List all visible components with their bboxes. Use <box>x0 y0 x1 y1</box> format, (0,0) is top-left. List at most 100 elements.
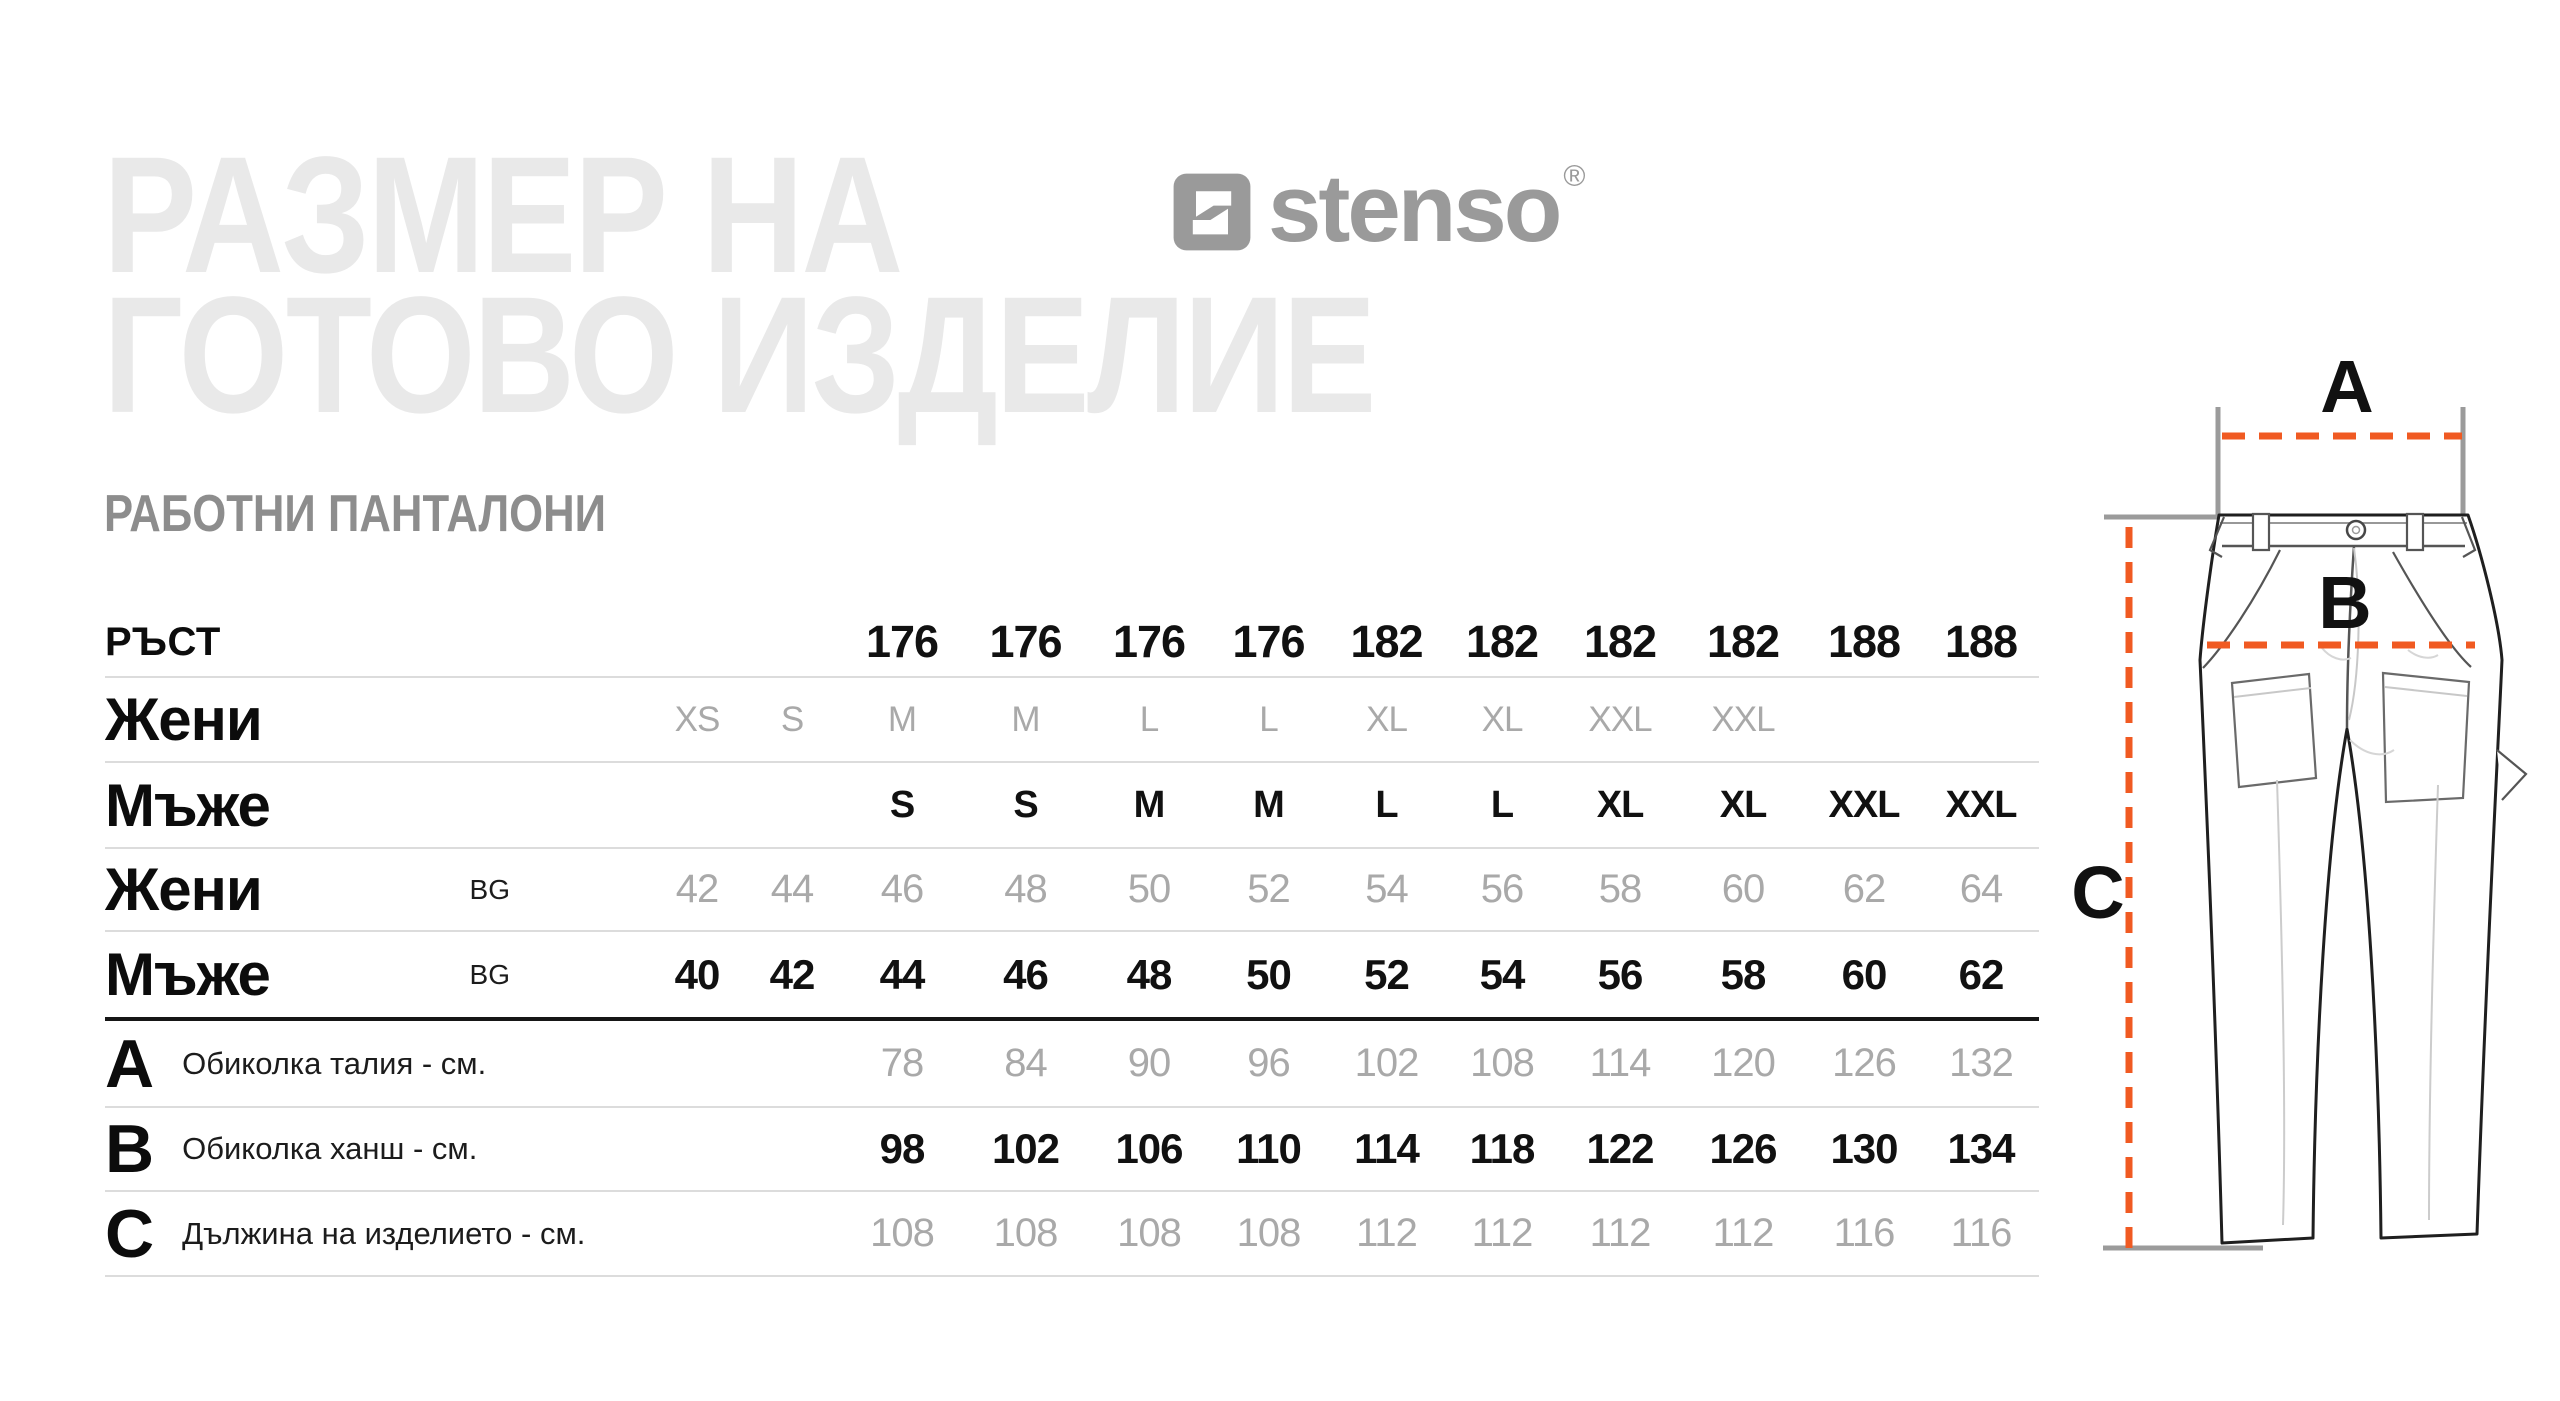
logo-s-bottom <box>1192 208 1228 235</box>
table-cell: S <box>889 783 915 826</box>
table-cell: 118 <box>1469 1125 1536 1172</box>
table-cell: 176 <box>1232 616 1305 667</box>
hammer-loop <box>2496 749 2528 801</box>
registered-trademark: ® <box>1563 160 1586 193</box>
table-cell: M <box>1011 699 1040 739</box>
table-row-men-sizes: Мъже S S M M L L XL XL XXL XXL <box>105 763 2039 849</box>
table-cell: M <box>1133 783 1166 826</box>
row-label: Мъже <box>105 941 271 1008</box>
table-cell: 108 <box>870 1211 935 1255</box>
table-cell: 110 <box>1236 1125 1302 1172</box>
table-cell: 46 <box>880 867 925 911</box>
table-cell: 102 <box>1354 1041 1420 1085</box>
table-cell: 126 <box>1709 1125 1777 1172</box>
table-cell: 48 <box>1004 867 1048 911</box>
row-sublabel-bg: BG <box>469 958 510 990</box>
diagram-label-a: A <box>2320 350 2373 428</box>
row-label-cell: Жени BG <box>105 849 652 930</box>
table-cell: 84 <box>1004 1041 1048 1085</box>
table-cell: 44 <box>879 950 926 998</box>
wrinkle-left-hip <box>2321 647 2352 661</box>
table-cell: 96 <box>1247 1041 1291 1085</box>
size-table: РЪСТ 176 176 176 176 182 182 182 182 188 188 Жени… <box>105 608 2039 1277</box>
table-cell: 112 <box>1356 1211 1418 1255</box>
row-label-cell: C Дължина на изделието - см. <box>105 1192 652 1275</box>
table-cell: 114 <box>1589 1041 1652 1085</box>
stenso-s-icon <box>1173 173 1251 251</box>
table-cell: 114 <box>1354 1125 1420 1172</box>
table-cell: 90 <box>1127 1041 1172 1085</box>
table-cell: 132 <box>1949 1041 2014 1085</box>
table-cell: 40 <box>674 950 721 998</box>
table-cell: 50 <box>1127 867 1172 911</box>
logo-square <box>1173 173 1251 251</box>
fly-stitch <box>2348 547 2360 721</box>
table-cell: L <box>1139 699 1159 739</box>
table-cell: 64 <box>1959 867 2004 911</box>
belt-loop-right <box>2405 512 2425 552</box>
table-cell: 52 <box>1247 867 1291 911</box>
table-cell: XXL <box>1945 783 2018 826</box>
watermark-line-2: ГОТОВО ИЗДЕЛИЕ <box>103 263 1376 448</box>
pants-measurement-diagram: A B C <box>2050 350 2560 1360</box>
pocket-slant-right <box>2392 551 2472 668</box>
page-title: РАБОТНИ ПАНТАЛОНИ <box>104 485 607 543</box>
table-cell: XL <box>1596 783 1645 826</box>
table-row-women-sizes: Жени XS S M M L L XL XL XXL XXL <box>105 678 2039 763</box>
wrinkle-right-hip <box>2407 649 2439 659</box>
table-row-length: C Дължина на изделието - см. 108 108 108 10… <box>105 1192 2039 1277</box>
table-cell: 182 <box>1350 616 1423 667</box>
table-cell: 108 <box>1236 1211 1302 1255</box>
brand-name: stenso <box>1268 155 1562 262</box>
table-cell: XL <box>1481 699 1524 739</box>
row-letter-a: A <box>105 1025 155 1102</box>
table-row-women-bg: Жени BG 42 44 46 48 50 52 54 56 58 60 62 64 <box>105 849 2039 932</box>
table-cell: 52 <box>1364 950 1410 998</box>
table-cell: L <box>1375 783 1398 826</box>
table-row-hip: B Обиколка ханш - см. 98 102 106 110 114 118 1… <box>105 1108 2039 1192</box>
wrinkle-crotch <box>2349 739 2395 756</box>
row-description: Обиколка ханш - см. <box>182 1131 478 1166</box>
row-label-cell: Мъже <box>105 763 652 847</box>
row-description: Обиколка талия - см. <box>182 1045 487 1081</box>
table-cell: 58 <box>1720 950 1767 998</box>
table-cell: 116 <box>1833 1211 1896 1255</box>
table-cell: 126 <box>1832 1041 1897 1085</box>
table-cell: S <box>1013 783 1038 826</box>
table-cell: 130 <box>1830 1125 1898 1172</box>
table-cell: 112 <box>1712 1211 1775 1255</box>
patch-pocket-right-stitch <box>2384 686 2468 697</box>
table-cell: 56 <box>1597 950 1644 998</box>
diagram-label-b: B <box>2318 561 2371 644</box>
pants-diagram-svg: A B C <box>2071 350 2528 1251</box>
table-cell: 62 <box>1958 950 2005 998</box>
table-cell: 182 <box>1706 616 1780 667</box>
table-cell: 56 <box>1480 867 1525 911</box>
table-cell: XXL <box>1828 783 1901 826</box>
table-cell: 108 <box>1470 1041 1535 1085</box>
table-cell: 108 <box>993 1211 1059 1255</box>
row-label-cell: РЪСТ <box>105 608 652 676</box>
table-cell: XS <box>674 699 721 739</box>
table-cell: 62 <box>1842 867 1887 911</box>
table-cell: XL <box>1719 783 1768 826</box>
table-cell: XL <box>1366 699 1408 739</box>
pocket-slant-left <box>2202 549 2281 669</box>
table-row-waist: A Обиколка талия - см. 78 84 90 96 102 108 114… <box>105 1021 2039 1108</box>
table-cell: 182 <box>1465 616 1539 667</box>
table-cell: S <box>780 699 804 739</box>
row-label-cell: Жени <box>105 678 652 761</box>
row-label-cell: Мъже BG <box>105 932 652 1017</box>
diagram-label-c: C <box>2071 851 2124 934</box>
table-cell: 108 <box>1117 1211 1182 1255</box>
table-cell: 176 <box>989 616 1062 667</box>
row-description: Дължина на изделието - см. <box>182 1215 586 1251</box>
table-cell: 42 <box>769 950 816 998</box>
table-cell: L <box>1490 783 1514 826</box>
belt-loop-right-edge <box>2460 516 2477 558</box>
table-cell: 122 <box>1586 1125 1654 1172</box>
table-cell: 176 <box>865 616 939 667</box>
row-label: Жени <box>105 686 263 753</box>
row-letter-c: C <box>105 1195 155 1272</box>
